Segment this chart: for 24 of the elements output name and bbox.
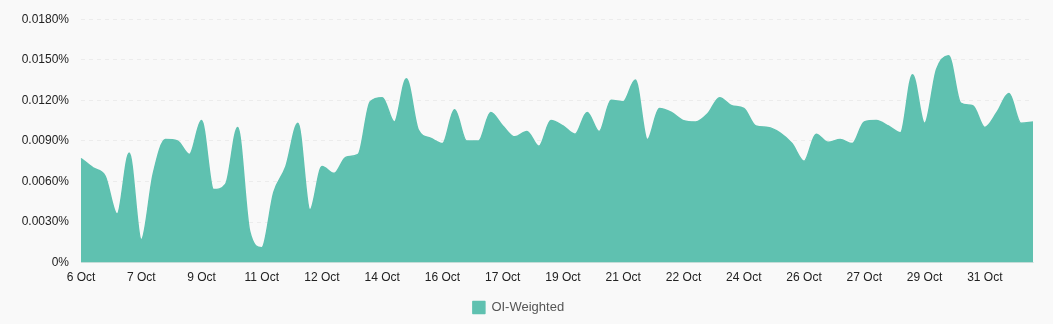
x-tick-label: 29 Oct (906, 270, 943, 285)
x-tick-label: 27 Oct (846, 270, 883, 285)
legend-label: OI-Weighted (491, 299, 565, 315)
y-tick-label: 0.0180% (21, 11, 70, 26)
y-tick-label: 0% (51, 254, 70, 269)
y-tick-label: 0.0090% (21, 133, 70, 148)
x-tick-label: 11 Oct (244, 270, 280, 285)
x-tick-label: 7 Oct (126, 270, 157, 285)
x-tick-label: 6 Oct (66, 270, 96, 285)
x-tick-label: 26 Oct (786, 270, 823, 285)
y-tick-label: 0.0120% (21, 92, 70, 107)
x-tick-label: 16 Oct (424, 270, 461, 285)
x-tick-label: 21 Oct (605, 270, 642, 285)
y-tick-label: 0.0150% (21, 52, 70, 67)
x-tick-label: 19 Oct (545, 270, 582, 285)
x-tick-label: 17 Oct (485, 270, 522, 285)
x-tick-label: 24 Oct (726, 270, 763, 285)
x-tick-label: 31 Oct (967, 270, 1004, 285)
y-tick-label: 0.0030% (21, 214, 70, 229)
x-tick-label: 12 Oct (304, 270, 341, 285)
y-tick-label: 0.0060% (21, 173, 70, 188)
x-tick-label: 22 Oct (665, 270, 702, 285)
x-tick-label: 14 Oct (364, 270, 401, 285)
x-tick-label: 9 Oct (187, 270, 217, 285)
